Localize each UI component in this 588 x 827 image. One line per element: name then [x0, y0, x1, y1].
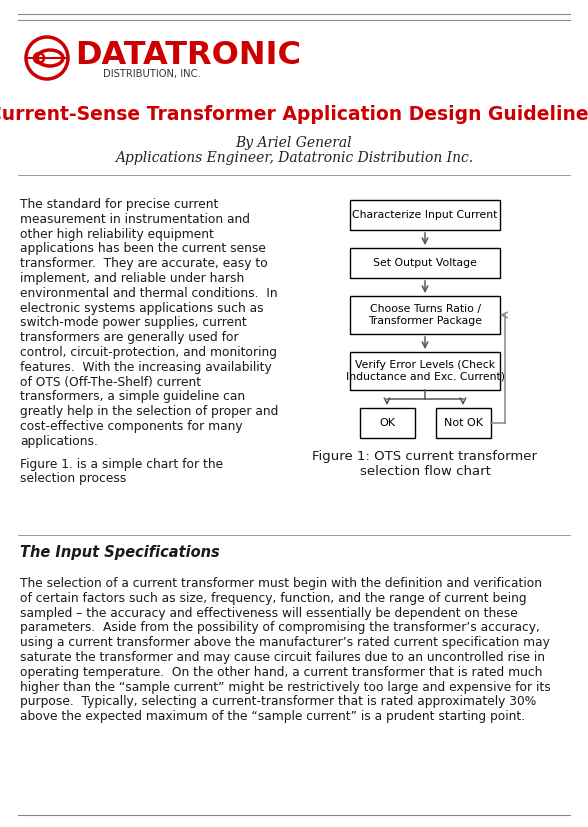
Text: saturate the transformer and may cause circuit failures due to an uncontrolled r: saturate the transformer and may cause c… — [20, 651, 545, 664]
Text: environmental and thermal conditions.  In: environmental and thermal conditions. In — [20, 287, 278, 300]
Text: The Input Specifications: The Input Specifications — [20, 545, 220, 560]
Text: DISTRIBUTION, INC.: DISTRIBUTION, INC. — [103, 69, 201, 79]
Text: transformer.  They are accurate, easy to: transformer. They are accurate, easy to — [20, 257, 268, 270]
Text: other high reliability equipment: other high reliability equipment — [20, 227, 214, 241]
Text: higher than the “sample current” might be restrictively too large and expensive : higher than the “sample current” might b… — [20, 681, 551, 694]
Bar — [436, 408, 490, 438]
Text: transformers, a simple guideline can: transformers, a simple guideline can — [20, 390, 245, 404]
Text: The standard for precise current: The standard for precise current — [20, 198, 218, 211]
Text: purpose.  Typically, selecting a current-transformer that is rated approximately: purpose. Typically, selecting a current-… — [20, 696, 536, 709]
Text: Figure 1: OTS current transformer: Figure 1: OTS current transformer — [312, 450, 537, 463]
Text: selection flow chart: selection flow chart — [360, 465, 490, 478]
Text: above the expected maximum of the “sample current” is a prudent starting point.: above the expected maximum of the “sampl… — [20, 710, 525, 723]
Text: applications.: applications. — [20, 435, 98, 447]
Text: cost-effective components for many: cost-effective components for many — [20, 420, 243, 433]
Text: Verify Error Levels (Check
Inductance and Exc. Current): Verify Error Levels (Check Inductance an… — [346, 361, 505, 382]
Bar — [359, 408, 415, 438]
Text: DATATRONIC: DATATRONIC — [75, 40, 301, 70]
Text: OK: OK — [379, 418, 395, 428]
Text: selection process: selection process — [20, 472, 126, 485]
Text: implement, and reliable under harsh: implement, and reliable under harsh — [20, 272, 244, 285]
Text: By Ariel General: By Ariel General — [236, 136, 352, 150]
Text: of certain factors such as size, frequency, function, and the range of current b: of certain factors such as size, frequen… — [20, 592, 527, 605]
Text: measurement in instrumentation and: measurement in instrumentation and — [20, 213, 250, 226]
Bar — [350, 200, 500, 230]
Text: Not OK: Not OK — [443, 418, 483, 428]
Text: Figure 1. is a simple chart for the: Figure 1. is a simple chart for the — [20, 457, 223, 471]
Text: Applications Engineer, Datatronic Distribution Inc.: Applications Engineer, Datatronic Distri… — [115, 151, 473, 165]
Text: Set Output Voltage: Set Output Voltage — [373, 258, 477, 268]
Bar — [350, 296, 500, 334]
Text: electronic systems applications such as: electronic systems applications such as — [20, 302, 263, 314]
Text: control, circuit-protection, and monitoring: control, circuit-protection, and monitor… — [20, 346, 277, 359]
Text: Current-Sense Transformer Application Design Guidelines: Current-Sense Transformer Application De… — [0, 106, 588, 125]
Text: features.  With the increasing availability: features. With the increasing availabili… — [20, 361, 272, 374]
Text: greatly help in the selection of proper and: greatly help in the selection of proper … — [20, 405, 278, 418]
Text: transformers are generally used for: transformers are generally used for — [20, 331, 239, 344]
Text: Choose Turns Ratio /
Transformer Package: Choose Turns Ratio / Transformer Package — [368, 304, 482, 326]
Text: of OTS (Off-The-Shelf) current: of OTS (Off-The-Shelf) current — [20, 375, 201, 389]
Text: applications has been the current sense: applications has been the current sense — [20, 242, 266, 256]
Text: operating temperature.  On the other hand, a current transformer that is rated m: operating temperature. On the other hand… — [20, 666, 542, 679]
Text: parameters.  Aside from the possibility of compromising the transformer’s accura: parameters. Aside from the possibility o… — [20, 621, 540, 634]
Text: sampled – the accuracy and effectiveness will essentially be dependent on these: sampled – the accuracy and effectiveness… — [20, 606, 518, 619]
Text: The selection of a current transformer must begin with the definition and verifi: The selection of a current transformer m… — [20, 577, 542, 590]
Text: Characterize Input Current: Characterize Input Current — [352, 210, 497, 220]
Text: switch-mode power supplies, current: switch-mode power supplies, current — [20, 317, 247, 329]
Bar — [350, 352, 500, 390]
Bar — [350, 248, 500, 278]
Text: using a current transformer above the manufacturer’s rated current specification: using a current transformer above the ma… — [20, 636, 550, 649]
